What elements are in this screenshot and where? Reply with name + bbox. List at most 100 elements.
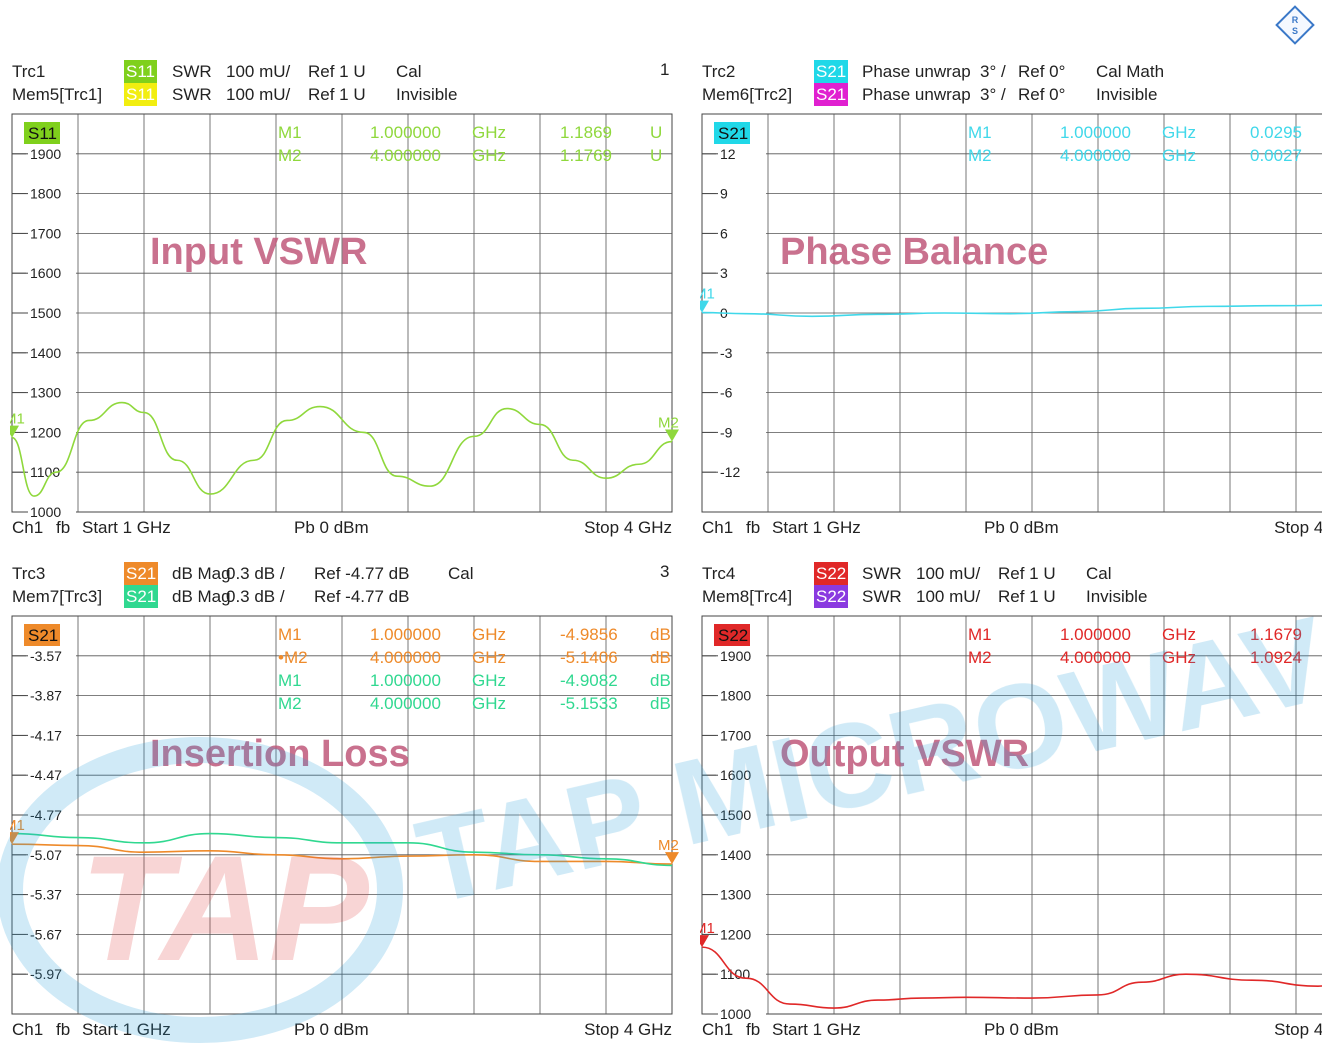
- y-tick-label: 1700: [30, 225, 61, 241]
- format: dB Mag: [172, 564, 231, 583]
- y-tick-label: 1600: [30, 265, 61, 281]
- trace-line-p2-0: [701, 304, 1322, 318]
- tick-label-bg: [26, 926, 76, 943]
- y-tick-label: -4.17: [30, 727, 62, 743]
- y-tick-label: -9: [720, 424, 733, 440]
- marker-readout-value: 1.1679: [1250, 625, 1302, 644]
- param-chip: S11: [124, 83, 157, 106]
- y-tick-label: -5.37: [30, 887, 62, 903]
- panel-number: 3: [660, 562, 670, 581]
- marker-readout-freq: 4.000000: [1060, 648, 1131, 667]
- marker-readout-unit: GHz: [472, 146, 506, 165]
- y-tick-label: 1800: [720, 688, 751, 704]
- marker-readout-unit: GHz: [472, 123, 506, 142]
- rohde-schwarz-logo: R S: [1275, 5, 1315, 45]
- marker-readout-value: -5.1406: [560, 648, 618, 667]
- trace-badge: S21: [24, 624, 60, 646]
- marker-readout-value-unit: dB: [650, 648, 671, 667]
- status: Invisible: [1086, 587, 1148, 606]
- marker-readout-unit: GHz: [472, 671, 506, 690]
- y-tick-label: 6: [720, 225, 728, 241]
- y-tick-label: -3: [720, 345, 733, 361]
- panel-number: 1: [660, 60, 670, 79]
- tick-label-bg: [716, 384, 766, 401]
- marker-point-label: M1: [700, 920, 715, 937]
- footer-mode: fb: [746, 1020, 761, 1039]
- trace-badge: S21: [714, 122, 750, 144]
- y-tick-label: 1300: [30, 385, 61, 401]
- tick-label-bg: [716, 727, 766, 744]
- footer-mode: fb: [746, 518, 761, 537]
- trace-name: Mem8[Trc4]: [702, 587, 793, 606]
- trace-name: Mem7[Trc3]: [12, 587, 103, 606]
- marker-readout-label: M2: [968, 146, 992, 165]
- tick-label-bg: [716, 886, 766, 903]
- marker-readout-freq: 1.000000: [370, 671, 441, 690]
- trace-badge-fill: [24, 122, 60, 144]
- trace-name: Trc3: [12, 564, 46, 583]
- format: dB Mag: [172, 587, 231, 606]
- scale: 3° /: [980, 62, 1006, 81]
- status: Cal: [396, 62, 422, 81]
- channel-footer: Ch1 fb Start 1 GHz Pb 0 dBm Stop 4 GHz: [12, 1020, 676, 1044]
- trace-line: Trc1 S11 SWR 100 mU/Ref 1 U Cal: [12, 60, 632, 83]
- mem-line: Mem8[Trc4] S22 SWR 100 mU/Ref 1 U Invisible: [702, 585, 1322, 608]
- marker-triangle: [10, 832, 19, 845]
- param-chip: S22: [814, 562, 849, 585]
- marker-readout-freq: 1.000000: [1060, 625, 1131, 644]
- panel-title: Phase Balance: [780, 231, 1048, 273]
- tick-label-bg: [716, 424, 766, 441]
- y-tick-label: -4.47: [30, 767, 62, 783]
- marker-readout-value-unit: dB: [650, 694, 671, 713]
- tick-label-bg: [716, 344, 766, 361]
- scale: 0.3 dB /: [226, 587, 285, 606]
- tick-label-bg: [716, 687, 766, 704]
- marker-readout-freq: 4.000000: [370, 648, 441, 667]
- ref: Ref -4.77 dB: [314, 564, 410, 583]
- marker-triangle: [665, 852, 679, 865]
- marker-triangle: [700, 935, 709, 948]
- tick-label-bg: [26, 807, 76, 823]
- trace-badge: S11: [24, 122, 60, 144]
- param-chip: S21: [814, 83, 849, 106]
- format: SWR: [172, 62, 212, 81]
- marker-triangle: [665, 429, 679, 442]
- trace-line-p1-0: [11, 401, 673, 497]
- y-tick-label: 1400: [30, 345, 61, 361]
- trace-badge-fill: [24, 624, 60, 646]
- marker-readout-unit: GHz: [472, 694, 506, 713]
- status: Cal: [448, 564, 474, 583]
- footer-power: Pb 0 dBm: [984, 1020, 1059, 1039]
- param-chip: S22: [814, 585, 849, 608]
- param-chip: S21: [814, 60, 849, 83]
- marker-triangle: [10, 425, 19, 438]
- y-tick-label: -5.97: [30, 966, 62, 982]
- status: Cal: [1086, 564, 1112, 583]
- marker-readout-label: M1: [278, 625, 302, 644]
- footer-stop: Stop 4 GHz: [584, 518, 672, 537]
- marker-readout-value-unit: dB: [650, 625, 671, 644]
- trace-name: Mem6[Trc2]: [702, 85, 793, 104]
- marker-readout-label: M1: [968, 625, 992, 644]
- marker-readout-label: M2: [278, 694, 302, 713]
- tick-label-bg: [26, 846, 76, 863]
- marker-m1-triangle: M1: [10, 411, 25, 438]
- tick-label-bg: [26, 727, 76, 744]
- param-chip: S21: [124, 562, 159, 585]
- marker-m2-triangle: M2: [658, 837, 679, 865]
- marker-m2-triangle: M2: [658, 415, 679, 442]
- tick-label-bg: [26, 265, 76, 282]
- tick-label-bg: [716, 225, 766, 242]
- marker-readout-label: M2: [278, 146, 302, 165]
- footer-power: Pb 0 dBm: [984, 518, 1059, 537]
- marker-readout-label: M1: [278, 123, 302, 142]
- trace-line-p4-0: [701, 946, 1322, 1009]
- trace-badge-label: S21: [28, 626, 58, 645]
- panel-output-vswr: Trc4 S22 SWR 100 mU/Ref 1 U Cal Mem8[Trc4] S22…: [700, 558, 1322, 1048]
- marker-point-label: M2: [658, 415, 679, 432]
- y-tick-label: 1500: [720, 807, 751, 823]
- footer-start: Start 1 GHz: [82, 1020, 171, 1039]
- chart-p1: 1000 1100 1200 1300 1400 1500 1600 1700 1800 1900…: [10, 113, 679, 518]
- tick-label-bg: [26, 767, 76, 784]
